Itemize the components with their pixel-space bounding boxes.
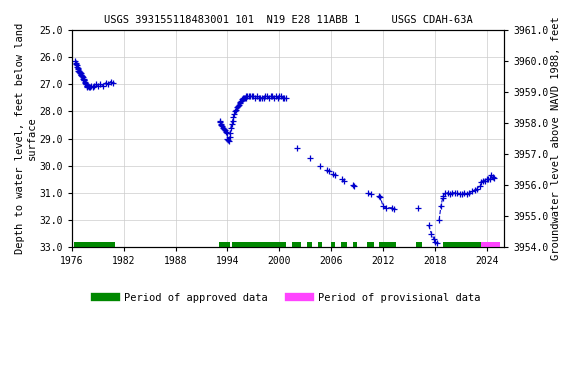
Legend: Period of approved data, Period of provisional data: Period of approved data, Period of provi… [91,289,485,307]
Y-axis label: Groundwater level above NAVD 1988, feet: Groundwater level above NAVD 1988, feet [551,17,561,260]
Title: USGS 393155118483001 101  N19 E28 11ABB 1     USGS CDAH-63A: USGS 393155118483001 101 N19 E28 11ABB 1… [104,15,472,25]
Y-axis label: Depth to water level, feet below land
surface: Depth to water level, feet below land su… [15,23,37,254]
